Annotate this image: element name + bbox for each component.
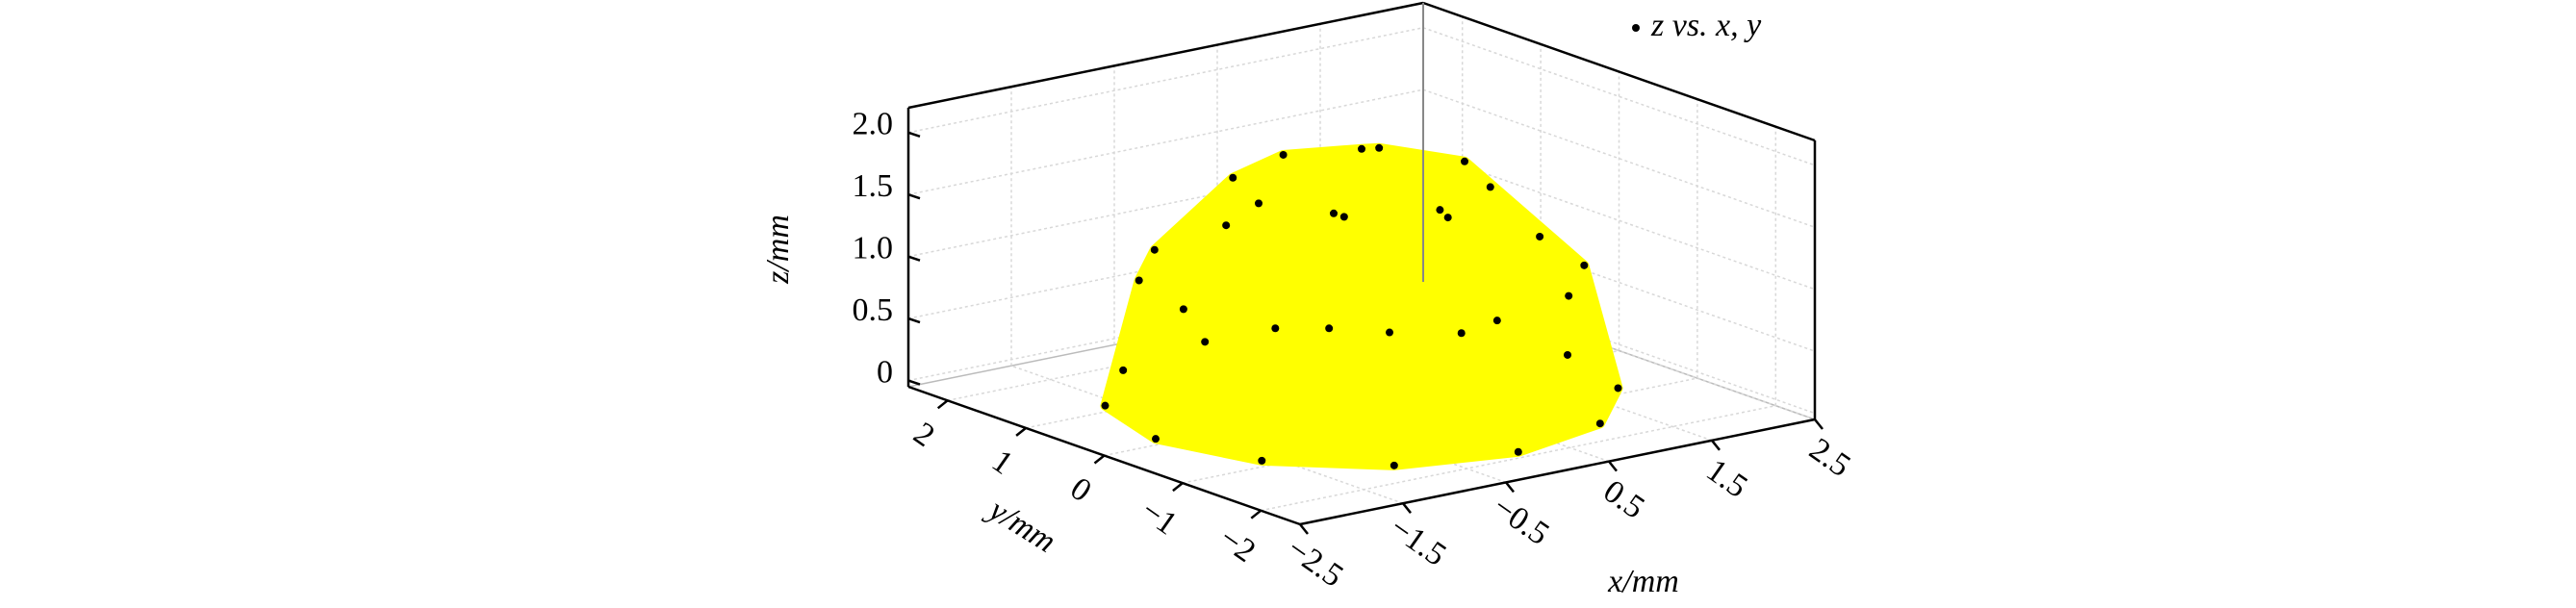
- z-tick-label: 2.0: [853, 107, 894, 142]
- tick-mark: [907, 255, 921, 262]
- point: [1436, 206, 1444, 215]
- point: [1329, 209, 1338, 217]
- point: [1135, 276, 1143, 285]
- tick-mark: [907, 317, 921, 324]
- point: [1222, 221, 1231, 230]
- grid-line: [907, 27, 1424, 134]
- point: [1271, 324, 1280, 333]
- point: [1119, 366, 1128, 374]
- point: [1375, 143, 1384, 152]
- z-tick-label: 1.5: [853, 168, 894, 204]
- point: [1492, 317, 1501, 325]
- tick-mark: [1172, 482, 1184, 493]
- point: [1580, 261, 1589, 269]
- z-tick-label: 1.0: [853, 230, 894, 266]
- point: [1150, 245, 1159, 254]
- point: [1390, 461, 1398, 469]
- tick-mark: [1093, 454, 1106, 465]
- z-tick-label: 0.5: [853, 292, 894, 328]
- x-tick-label: 0.5: [1597, 473, 1651, 526]
- point: [1255, 199, 1262, 208]
- tick-mark: [1299, 523, 1309, 535]
- legend-marker: [1632, 24, 1640, 32]
- point: [1101, 401, 1109, 410]
- point: [1358, 144, 1365, 153]
- tick-mark: [1250, 509, 1262, 519]
- box-edge: [907, 1, 1424, 110]
- y-tick-label: 0: [1063, 470, 1097, 509]
- x-tick-label: −2.5: [1281, 531, 1350, 595]
- point: [1152, 435, 1160, 443]
- x-tick-label: −1.5: [1384, 510, 1453, 573]
- point: [1564, 350, 1571, 359]
- grid-line: [907, 89, 1424, 195]
- point: [1325, 324, 1334, 333]
- point: [1565, 291, 1573, 300]
- z-axis-label: z/mm: [760, 215, 796, 285]
- x-tick-label: 2.5: [1803, 431, 1857, 484]
- point: [1514, 447, 1522, 456]
- y-tick-label: 2: [907, 416, 941, 454]
- point: [1279, 150, 1288, 159]
- tick-mark: [907, 193, 921, 200]
- x-axis-label: x/mm: [1607, 564, 1679, 599]
- tick-mark: [1814, 418, 1824, 430]
- tick-mark: [1505, 481, 1515, 494]
- point: [1536, 232, 1544, 241]
- point: [1179, 305, 1187, 314]
- point: [1339, 213, 1348, 221]
- box-edge: [1299, 418, 1816, 526]
- point: [1457, 329, 1466, 338]
- point: [1614, 384, 1622, 393]
- y-tick-label: −1: [1135, 493, 1184, 542]
- x-tick-label: 1.5: [1700, 452, 1754, 505]
- point: [1201, 338, 1210, 346]
- box: [906, 1, 1824, 535]
- grid-line: [1261, 404, 1776, 512]
- tick-mark: [1015, 426, 1027, 437]
- y-tick-label: −2: [1212, 520, 1262, 570]
- legend-label: z vs. x, y: [1650, 8, 1762, 43]
- point: [1595, 419, 1604, 428]
- point: [1386, 328, 1394, 337]
- tick-mark: [1402, 502, 1412, 514]
- surface: [1100, 142, 1623, 470]
- z-tick-label: 0: [877, 354, 893, 390]
- tick-mark: [907, 131, 921, 138]
- y-axis-label: y/mm: [981, 491, 1062, 560]
- box-edge: [1422, 1, 1816, 142]
- surface-layer: [1100, 142, 1623, 470]
- x-tick-label: −0.5: [1487, 489, 1556, 552]
- y-tick-label: 1: [985, 443, 1019, 482]
- point: [1461, 157, 1468, 165]
- point: [1443, 214, 1452, 222]
- points: [1101, 143, 1622, 469]
- tick-mark: [1711, 440, 1721, 451]
- point: [1258, 456, 1266, 465]
- tick-mark: [907, 379, 921, 386]
- point: [1229, 173, 1237, 182]
- point: [1486, 183, 1494, 191]
- grid-line: [907, 150, 1424, 258]
- tick-mark: [1608, 460, 1618, 472]
- tick-mark: [936, 399, 949, 410]
